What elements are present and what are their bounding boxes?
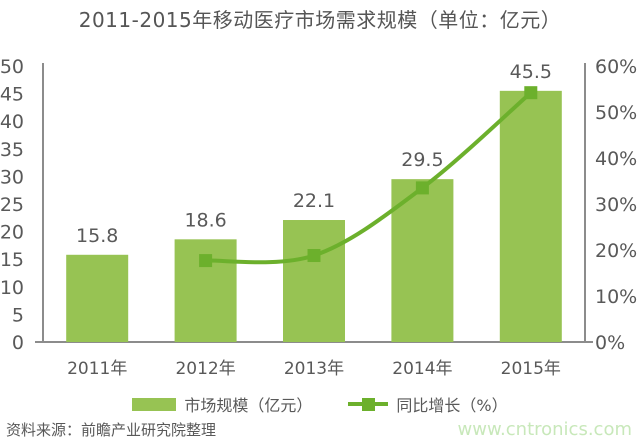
x-axis-label: 2014年: [392, 359, 452, 379]
x-axis-label: 2011年: [67, 359, 127, 379]
left-axis-tick-label: 40: [0, 111, 24, 133]
x-axis-label: 2015年: [501, 359, 561, 379]
bar-value-label: 45.5: [510, 61, 552, 83]
chart-legend: 市场规模（亿元） 同比增长（%）: [0, 392, 640, 416]
left-axis-tick-label: 50: [0, 56, 24, 78]
right-axis-tick-label: 40%: [595, 148, 637, 170]
left-axis-tick-label: 10: [0, 277, 24, 299]
bar-2015年: [499, 90, 562, 342]
source-note: 资料来源：前瞻产业研究院整理: [6, 421, 217, 439]
chart-title: 2011-2015年移动医疗市场需求规模（单位：亿元）: [78, 8, 562, 32]
growth-line-marker: [199, 254, 213, 268]
left-axis-tick-label: 0: [12, 332, 24, 354]
bar-2013年: [283, 220, 345, 342]
legend-item-growth: 同比增长（%）: [348, 392, 508, 416]
bar-series-swatch: [132, 397, 177, 411]
right-axis-tick-label: 30%: [595, 194, 637, 216]
left-axis-tick-label: 5: [12, 304, 24, 326]
right-axis-tick-label: 10%: [595, 286, 637, 308]
legend-label-market-size: 市场规模（亿元）: [184, 396, 313, 415]
left-axis-tick-label: 15: [0, 249, 24, 271]
bar-2014年: [391, 179, 454, 342]
x-axis-label: 2012年: [175, 359, 235, 379]
left-axis-tick-label: 35: [0, 139, 24, 161]
line-swatch-marker: [361, 397, 375, 411]
left-axis-tick-label: 45: [0, 84, 24, 106]
x-axis-label: 2013年: [284, 359, 344, 379]
watermark-url: www.cntronics.com: [457, 419, 632, 440]
left-axis-tick-label: 30: [0, 166, 24, 188]
legend-label-growth: 同比增长（%）: [396, 396, 508, 415]
bar-value-label: 22.1: [293, 190, 335, 212]
bar-value-label: 18.6: [184, 209, 226, 231]
chart-canvas: 0 5 10 15 20 25 30 35 40 45 50 0% 10% 20% 30% 40% 50% 60%…: [0, 56, 637, 379]
growth-line: [205, 91, 533, 265]
right-axis-tick-label: 0%: [595, 332, 625, 354]
legend-item-market-size: 市场规模（亿元）: [132, 392, 312, 416]
line-series-swatch: [348, 397, 389, 411]
bar-2011年: [66, 254, 129, 342]
growth-line-marker: [524, 86, 538, 100]
growth-line-marker: [307, 249, 321, 263]
right-axis-tick-label: 20%: [595, 240, 637, 262]
bar-value-label: 15.8: [76, 225, 118, 247]
right-axis-tick-label: 50%: [595, 102, 637, 124]
left-axis-tick-label: 25: [0, 194, 24, 216]
right-axis-tick-label: 60%: [595, 56, 637, 78]
growth-line-marker: [415, 181, 429, 195]
bar-value-label: 29.5: [401, 149, 443, 171]
left-axis-tick-label: 20: [0, 222, 24, 244]
footer: 资料来源：前瞻产业研究院整理 www.cntronics.com: [6, 419, 632, 440]
